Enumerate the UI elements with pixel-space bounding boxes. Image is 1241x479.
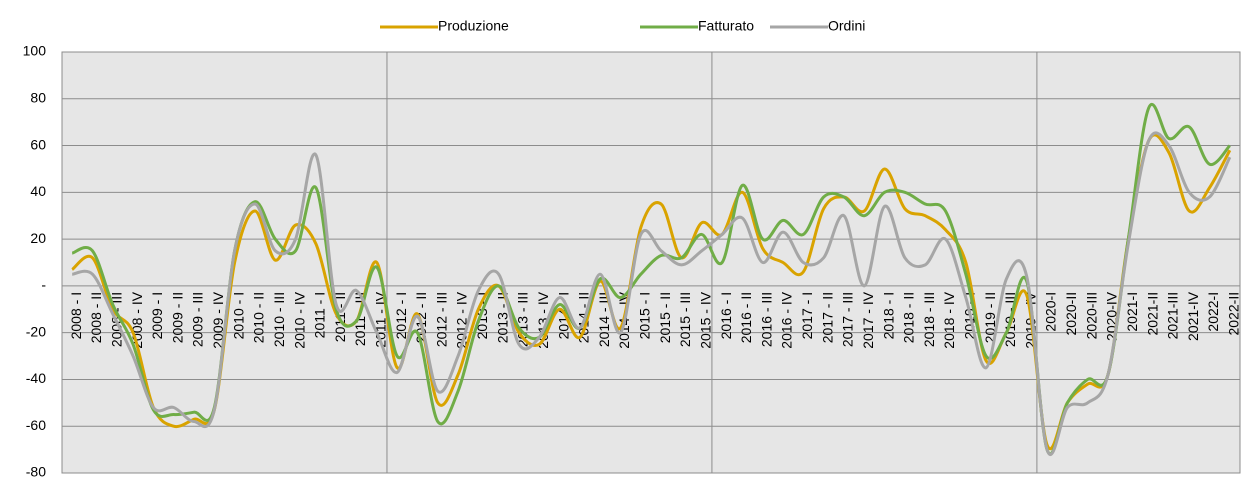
x-tick-label: 2018 - II	[901, 292, 917, 343]
x-tick-label: 2016 - IV	[779, 291, 795, 348]
series-line	[71, 131, 1232, 456]
x-tick-label: 2022-II	[1226, 292, 1241, 336]
x-tick-label: 2010 - IV	[291, 291, 307, 348]
y-tick-label: 100	[23, 43, 47, 59]
x-tick-label: 2015 - III	[677, 292, 693, 347]
x-tick-label: 2021-IV	[1185, 291, 1201, 341]
x-tick-label: 2016 - II	[738, 292, 754, 343]
x-tick-label: 2021-III	[1165, 292, 1181, 339]
x-tick-label: 2014 - III	[596, 292, 612, 347]
x-tick-label: 2017 - III	[840, 292, 856, 347]
x-tick-label: 2021-I	[1124, 292, 1140, 332]
x-tick-label: 2010 - I	[230, 292, 246, 339]
x-tick-label: 2015 - I	[637, 292, 653, 339]
y-tick-label: 80	[30, 89, 46, 105]
x-tick-label: 2020-III	[1083, 292, 1099, 339]
x-tick-label: 2020-I	[1043, 292, 1059, 332]
x-tick-label: 2010 - III	[271, 292, 287, 347]
x-tick-label: 2016 - III	[758, 292, 774, 347]
x-tick-label: 2009 - I	[149, 292, 165, 339]
x-tick-label: 2012 - III	[433, 292, 449, 347]
x-tick-label: 2016 - I	[718, 292, 734, 339]
y-tick-label: 60	[30, 136, 46, 152]
x-tick-label: 2017 - II	[819, 292, 835, 343]
plot-border	[61, 51, 1241, 474]
x-tick-label: 2011 - I	[312, 292, 328, 338]
y-tick-label: -	[41, 277, 46, 293]
x-tick-label: 2019 - II	[982, 292, 998, 343]
x-tick-label: 2009 - IV	[210, 291, 226, 348]
y-tick-label: 40	[30, 183, 46, 199]
legend-label: Produzione	[438, 18, 509, 34]
x-tick-label: 2012 - I	[393, 292, 409, 339]
y-tick-label: -60	[26, 417, 46, 433]
x-tick-label: 2009 - II	[169, 292, 185, 343]
x-tick-label: 2021-II	[1144, 292, 1160, 336]
x-tick-label: 2022-I	[1205, 292, 1221, 332]
x-tick-label: 2018 - IV	[941, 291, 957, 348]
x-tick-label: 2009 - III	[190, 292, 206, 347]
x-tick-label: 2013 - II	[494, 292, 510, 343]
y-tick-label: -80	[26, 464, 46, 479]
x-tick-label: 2008 - II	[88, 292, 104, 343]
x-tick-label: 2020-II	[1063, 292, 1079, 336]
x-tick-label: 2017 - I	[799, 292, 815, 339]
x-tick-label: 2017 - IV	[860, 291, 876, 348]
legend-label: Ordini	[828, 18, 865, 34]
x-tick-label: 2011 - III	[352, 292, 368, 346]
legend-label: Fatturato	[698, 18, 754, 34]
x-tick-label: 2010 - II	[251, 292, 267, 343]
x-tick-label: 2008 - I	[68, 292, 84, 339]
x-tick-label: 2015 - IV	[697, 291, 713, 348]
x-tick-label: 2015 - II	[657, 292, 673, 343]
x-tick-label: 2018 - III	[921, 292, 937, 347]
x-tick-label: 2018 - I	[880, 292, 896, 339]
y-tick-label: 20	[30, 230, 46, 246]
y-tick-label: -40	[26, 370, 46, 386]
y-tick-label: -20	[26, 323, 46, 339]
